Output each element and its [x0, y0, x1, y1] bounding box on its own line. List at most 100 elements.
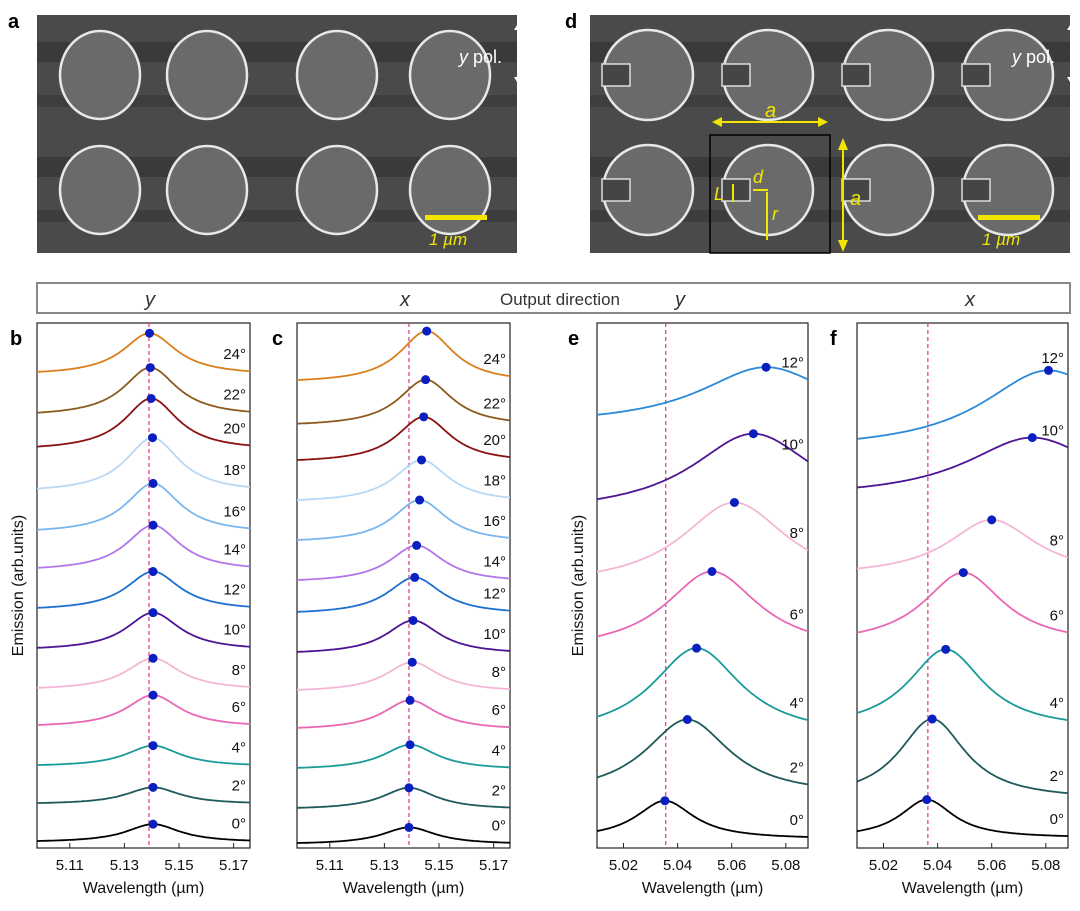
series-line-8deg: [296, 661, 511, 691]
nanodisk: [408, 29, 492, 121]
peak-marker: [421, 375, 431, 385]
angle-label: 10°: [223, 622, 246, 639]
series-line-22deg: [36, 366, 251, 414]
angle-label: 8°: [232, 662, 246, 679]
angle-label: 10°: [1041, 422, 1064, 439]
series-line-0deg: [596, 799, 809, 838]
scale-bar-label: 1 µm: [429, 230, 467, 249]
series-line-4deg: [297, 743, 511, 769]
peak-marker: [405, 695, 415, 705]
x-tick-label: 5.08: [1031, 857, 1060, 874]
angle-label: 8°: [790, 525, 804, 542]
output-direction-y: y: [143, 289, 156, 311]
peak-marker: [941, 644, 951, 654]
panel-letter-d: d: [565, 11, 577, 33]
x-tick-label: 5.15: [424, 857, 453, 874]
pol-axis: y: [457, 47, 469, 67]
x-tick-label: 5.04: [663, 857, 692, 874]
chart-panel-c: 5.11 5.13 5.15 5.17 Wavelength (µm) 0° 2° 4° 6° 8…: [296, 322, 511, 897]
notch-L-label: L: [714, 184, 724, 204]
panel-letter-e: e: [568, 328, 579, 350]
angle-label: 24°: [223, 346, 246, 363]
series-line-0deg: [297, 826, 510, 844]
scale-bar: [978, 215, 1040, 220]
disk-notch: [721, 178, 751, 202]
angle-label: 2°: [492, 782, 506, 799]
pol-text: pol.: [468, 47, 502, 67]
series-line-8deg: [856, 519, 1069, 570]
series-line-24deg: [36, 332, 251, 373]
angle-label: 8°: [1050, 532, 1064, 549]
y-axis-label: Emission (arb.units): [10, 515, 27, 656]
angle-label: 16°: [223, 503, 246, 520]
series-line-24deg: [297, 330, 511, 381]
angle-label: 18°: [223, 462, 246, 479]
series-line-16deg: [296, 499, 511, 541]
disk-notch: [961, 63, 991, 87]
x-axis-label: Wavelength (µm): [642, 880, 764, 897]
plot-frame: [856, 322, 1069, 849]
peak-marker: [148, 819, 158, 829]
nanodisk: [58, 29, 142, 121]
x-tick-label: 5.17: [219, 857, 248, 874]
nanodisk: [165, 29, 249, 121]
disk-notch: [721, 63, 751, 87]
series-line-12deg: [296, 576, 511, 613]
peak-marker: [407, 657, 417, 667]
angle-label: 14°: [483, 554, 506, 571]
peak-marker: [410, 572, 420, 582]
series-line-6deg: [297, 699, 511, 729]
series-line-2deg: [596, 718, 809, 786]
peak-marker: [148, 567, 158, 577]
disk-notch: [961, 178, 991, 202]
angle-label: 0°: [492, 818, 506, 835]
series-line-12deg: [856, 369, 1069, 440]
angle-label: 6°: [232, 699, 246, 716]
peak-marker: [412, 540, 422, 550]
plot-frame: [596, 322, 809, 849]
arrowheads: [838, 138, 848, 252]
peak-marker: [405, 740, 415, 750]
panel-letter-f: f: [830, 328, 837, 350]
peak-marker: [408, 615, 418, 625]
angle-label: 22°: [223, 387, 246, 404]
peak-marker: [145, 328, 155, 338]
peak-marker: [148, 782, 158, 792]
peak-marker: [148, 653, 158, 663]
notch-d-label: d: [753, 167, 764, 187]
series-line-0deg: [856, 798, 1069, 837]
peak-marker: [1044, 365, 1054, 375]
output-direction-x: x: [964, 289, 976, 311]
chart-panel-f: 5.02 5.04 5.06 5.08 Wavelength (µm) 0° 2° 4° 6° 8…: [856, 322, 1069, 897]
angle-label: 6°: [492, 702, 506, 719]
peak-marker: [707, 566, 717, 576]
peak-marker: [922, 795, 932, 805]
angle-label: 12°: [483, 586, 506, 603]
series-line-16deg: [36, 482, 251, 531]
angle-label: 2°: [790, 759, 804, 776]
x-axis-label: Wavelength (µm): [343, 880, 465, 897]
angle-label: 2°: [232, 778, 246, 795]
angle-label: 8°: [492, 664, 506, 681]
peak-marker: [692, 643, 702, 653]
chart-panel-e: 5.02 5.04 5.06 5.08 Wavelength (µm) Emission …: [570, 322, 809, 897]
output-direction-bar: Output direction y x y x: [36, 282, 1071, 314]
nanodisk: [408, 144, 492, 236]
sem-image-d: y pol. 1 µm a a Ldr: [590, 15, 1079, 254]
peak-marker: [404, 783, 414, 793]
peak-marker: [148, 690, 158, 700]
angle-label: 14°: [223, 541, 246, 558]
nanodisk: [295, 144, 379, 236]
angle-label: 0°: [232, 815, 246, 832]
series-line-0deg: [37, 823, 251, 842]
y-axis-label: Emission (arb.units): [570, 515, 587, 656]
unit-cell-box: [709, 134, 831, 254]
angle-label: 0°: [1050, 811, 1064, 828]
peak-marker: [148, 433, 158, 443]
nanodisk: [295, 29, 379, 121]
series-line-10deg: [596, 432, 809, 501]
angle-label: 12°: [1041, 350, 1064, 367]
peak-marker: [148, 608, 158, 618]
x-tick-label: 5.11: [316, 857, 344, 874]
